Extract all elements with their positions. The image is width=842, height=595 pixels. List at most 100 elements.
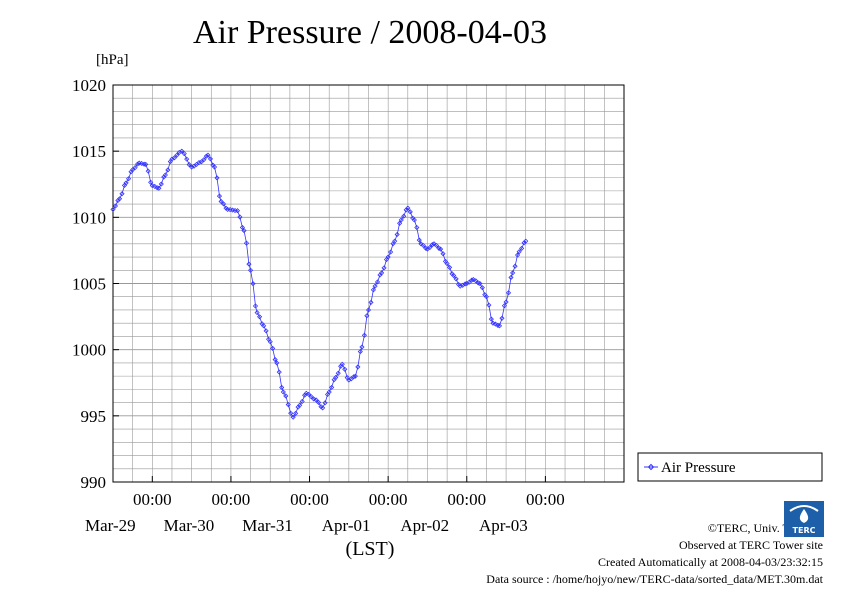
- data-point: [440, 251, 446, 257]
- data-point: [397, 220, 403, 226]
- data-point: [285, 402, 291, 408]
- data-point: [499, 315, 505, 321]
- y-tick-label: 1020: [72, 76, 106, 95]
- data-point: [469, 277, 475, 283]
- data-point: [306, 391, 312, 397]
- data-point: [184, 156, 190, 162]
- data-point: [283, 393, 289, 399]
- data-point: [112, 203, 119, 209]
- y-tick-label: 1005: [72, 275, 106, 294]
- x-tick-time-label: 00:00: [133, 490, 172, 509]
- data-point: [220, 201, 227, 207]
- credit-observed: Observed at TERC Tower site: [678, 538, 823, 552]
- data-point: [437, 246, 444, 252]
- data-point: [270, 345, 276, 351]
- data-point: [201, 157, 207, 163]
- data-point: [152, 183, 158, 189]
- data-point: [488, 316, 494, 322]
- data-point: [248, 267, 254, 273]
- data-point: [218, 198, 224, 205]
- data-point: [234, 208, 241, 214]
- data-point: [250, 281, 256, 287]
- data-point: [308, 394, 314, 400]
- data-point: [239, 224, 245, 231]
- data-point: [405, 205, 411, 211]
- y-tick-label: 995: [81, 407, 107, 426]
- data-point: [143, 161, 149, 167]
- series-air-pressure: [110, 148, 529, 420]
- data-point: [483, 294, 489, 300]
- data-point: [486, 302, 492, 308]
- data-point: [276, 369, 282, 375]
- data-point: [272, 357, 278, 363]
- data-point: [333, 374, 339, 381]
- data-point: [342, 366, 348, 372]
- data-point: [477, 280, 483, 287]
- data-point: [372, 283, 378, 289]
- data-point: [280, 389, 286, 395]
- data-point: [503, 299, 509, 305]
- data-point: [495, 322, 501, 328]
- data-point: [216, 193, 223, 199]
- data-point: [401, 213, 407, 219]
- data-point: [303, 390, 309, 396]
- data-point: [297, 402, 303, 408]
- data-point: [214, 175, 220, 181]
- data-point: [320, 405, 326, 411]
- data-point: [433, 242, 440, 249]
- grid-lines: [113, 85, 624, 482]
- y-tick-label: 990: [81, 473, 107, 492]
- x-tick-date-label: Mar-29: [85, 516, 136, 535]
- data-point: [257, 314, 263, 320]
- data-point: [335, 370, 341, 376]
- data-point: [181, 151, 187, 157]
- data-point: [496, 323, 503, 329]
- data-point: [243, 240, 250, 246]
- y-tick-label: 1015: [72, 142, 106, 161]
- data-point: [521, 240, 527, 246]
- x-tick-time-label: 00:00: [212, 490, 251, 509]
- x-axis-label: (LST): [346, 538, 395, 560]
- data-point: [462, 281, 468, 287]
- data-point: [398, 217, 404, 223]
- data-point: [211, 164, 218, 170]
- data-point: [203, 153, 209, 159]
- data-point: [429, 242, 435, 248]
- data-point: [189, 164, 195, 170]
- data-point: [311, 396, 317, 402]
- data-point: [326, 389, 332, 395]
- terc-logo-icon: TERC: [784, 501, 824, 537]
- legend-marker: [647, 463, 655, 471]
- data-point: [288, 410, 294, 416]
- data-point: [179, 148, 185, 154]
- data-point: [339, 361, 345, 367]
- data-point: [322, 400, 328, 406]
- data-point: [505, 290, 512, 296]
- data-point: [379, 270, 385, 276]
- data-point: [368, 299, 374, 305]
- data-point: [299, 398, 305, 405]
- data-point: [490, 320, 496, 326]
- x-tick-date-label: Apr-02: [400, 516, 449, 535]
- data-point: [246, 261, 252, 267]
- data-point: [165, 167, 171, 173]
- x-tick-date-label: Mar-31: [242, 516, 293, 535]
- data-point: [119, 191, 125, 197]
- data-point: [313, 397, 319, 403]
- data-point: [290, 414, 296, 420]
- data-point: [381, 265, 387, 271]
- credit-source: Data source : /home/hojyo/new/TERC-data/…: [486, 572, 823, 586]
- data-point: [359, 344, 365, 350]
- data-point: [364, 313, 370, 319]
- x-tick-date-label: Apr-03: [479, 516, 528, 535]
- data-point: [370, 287, 376, 293]
- series-line: [112, 150, 526, 418]
- legend-label: Air Pressure: [661, 460, 736, 476]
- data-point: [510, 270, 516, 276]
- x-tick-date-label: Apr-01: [322, 516, 371, 535]
- data-point: [145, 168, 151, 174]
- logo-text: TERC: [793, 526, 816, 535]
- data-point: [427, 244, 433, 250]
- data-point: [186, 161, 192, 168]
- data-point: [453, 276, 459, 282]
